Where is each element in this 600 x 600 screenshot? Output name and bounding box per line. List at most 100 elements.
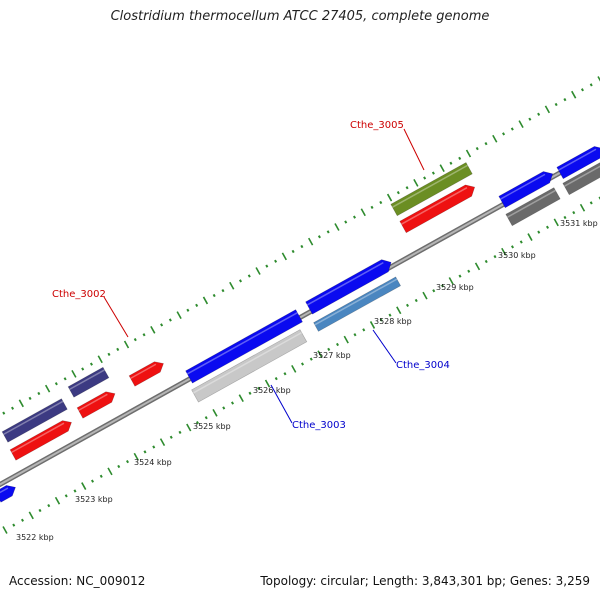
scale-tick bbox=[405, 303, 410, 308]
scale-tick bbox=[44, 384, 51, 393]
scale-tick-label: 3524 kbp bbox=[134, 458, 172, 467]
scale-tick bbox=[222, 406, 226, 410]
scale-tick bbox=[195, 303, 199, 307]
scale-tick bbox=[563, 215, 567, 220]
gene-sheen bbox=[11, 422, 65, 454]
gene-cds-forward[interactable] bbox=[0, 485, 16, 503]
scale-tick-label: 3528 kbp bbox=[374, 317, 412, 326]
scale-tick bbox=[97, 355, 103, 364]
gene-cthe-3004[interactable] bbox=[313, 276, 402, 332]
scale-tick bbox=[230, 401, 235, 405]
gene-cds-reverse[interactable] bbox=[76, 391, 116, 419]
scale-tick bbox=[458, 274, 462, 278]
scale-tick bbox=[281, 252, 287, 261]
scale-tick bbox=[283, 372, 287, 376]
scale-tick bbox=[221, 289, 225, 293]
scale-tick bbox=[28, 396, 32, 401]
scale-tick bbox=[493, 254, 497, 259]
scale-tick bbox=[168, 318, 172, 322]
gene-operon[interactable] bbox=[1, 398, 68, 443]
gene-label-cthe-3002[interactable]: Cthe_3002 bbox=[52, 289, 106, 300]
scale-tick bbox=[405, 186, 409, 190]
scale-tick bbox=[264, 379, 271, 388]
scale-tick bbox=[265, 264, 269, 268]
genome-stats: Topology: circular; Length: 3,843,301 bp… bbox=[260, 574, 590, 588]
gene-operon[interactable] bbox=[67, 366, 110, 398]
scale-tick bbox=[255, 267, 261, 275]
gene-label-cthe-3004[interactable]: Cthe_3004 bbox=[396, 360, 450, 371]
scale-tick bbox=[327, 347, 331, 351]
scale-tick bbox=[195, 420, 200, 425]
scale-tick bbox=[229, 281, 235, 290]
scale-tick bbox=[467, 269, 471, 273]
gene-cds-forward[interactable] bbox=[305, 259, 392, 315]
gene-cds-reverse[interactable] bbox=[128, 361, 164, 387]
scale-tick bbox=[291, 249, 295, 254]
scale-tick bbox=[449, 161, 453, 165]
scale-tick bbox=[431, 171, 435, 175]
scale-tick bbox=[247, 274, 251, 278]
scale-tick bbox=[335, 342, 340, 347]
scale-tick bbox=[475, 146, 479, 151]
scale-tick bbox=[579, 203, 586, 212]
gene-label-cthe-3003[interactable]: Cthe_3003 bbox=[292, 420, 346, 431]
scale-tick bbox=[212, 408, 218, 417]
scale-tick bbox=[116, 347, 120, 352]
scale-tick bbox=[107, 467, 113, 476]
scale-tick bbox=[309, 357, 313, 361]
gene-sheen bbox=[558, 148, 597, 171]
gene-cds-reverse[interactable] bbox=[399, 184, 476, 234]
scale-tick bbox=[527, 233, 533, 241]
scale-tick bbox=[537, 112, 541, 116]
scale-tick bbox=[2, 411, 6, 415]
scale-tick bbox=[212, 293, 216, 298]
scale-tick bbox=[20, 518, 25, 522]
gene-cds-forward[interactable] bbox=[498, 171, 554, 209]
scale-tick bbox=[396, 191, 400, 195]
scale-tick bbox=[370, 205, 374, 209]
scale-tick bbox=[54, 382, 58, 386]
gene-sheen bbox=[69, 369, 105, 391]
gene-label-cthe-3005[interactable]: Cthe_3005 bbox=[350, 120, 404, 131]
gene-cthe-3005[interactable] bbox=[390, 162, 473, 217]
gene-cthe-3003[interactable] bbox=[185, 309, 303, 384]
gene-misc[interactable] bbox=[562, 162, 600, 196]
scale-tick bbox=[63, 377, 67, 381]
scale-tick bbox=[73, 489, 77, 493]
scale-tick bbox=[589, 201, 593, 205]
scale-tick bbox=[414, 298, 418, 303]
gene-cds-reverse[interactable] bbox=[9, 420, 72, 461]
scale-tick bbox=[317, 350, 323, 359]
gene-sheen bbox=[306, 261, 384, 306]
gene-sheen bbox=[0, 487, 9, 494]
scale-tick bbox=[64, 494, 68, 498]
scale-tick bbox=[38, 508, 42, 513]
scale-tick bbox=[572, 211, 576, 215]
gene-cds-forward[interactable] bbox=[556, 146, 600, 180]
scale-tick-label: 3531 kbp bbox=[560, 219, 598, 228]
scale-tick bbox=[150, 325, 156, 334]
scale-tick bbox=[571, 90, 577, 99]
scale-tick bbox=[81, 482, 87, 490]
gene-pseudo[interactable] bbox=[191, 329, 308, 403]
gene-sheen bbox=[78, 393, 108, 412]
scale-tick-label: 3522 kbp bbox=[16, 533, 54, 542]
scale-tick bbox=[37, 391, 41, 396]
scale-tick bbox=[519, 240, 523, 244]
scale-tick bbox=[248, 391, 252, 395]
scale-tick bbox=[125, 460, 130, 464]
scale-tick bbox=[274, 377, 278, 381]
scale-tick bbox=[81, 367, 85, 371]
map-title: Clostridium thermocellum ATCC 27405, com… bbox=[110, 9, 490, 24]
scale-tick bbox=[133, 338, 137, 342]
scale-tick bbox=[439, 164, 445, 173]
scale-tick bbox=[152, 445, 156, 449]
scale-tick bbox=[317, 235, 321, 239]
scale-tick bbox=[308, 237, 314, 246]
scale-tick bbox=[123, 340, 130, 349]
gene-misc[interactable] bbox=[505, 187, 561, 227]
scale-tick bbox=[344, 220, 348, 224]
gene-features bbox=[0, 146, 600, 503]
scale-tick bbox=[159, 438, 166, 447]
